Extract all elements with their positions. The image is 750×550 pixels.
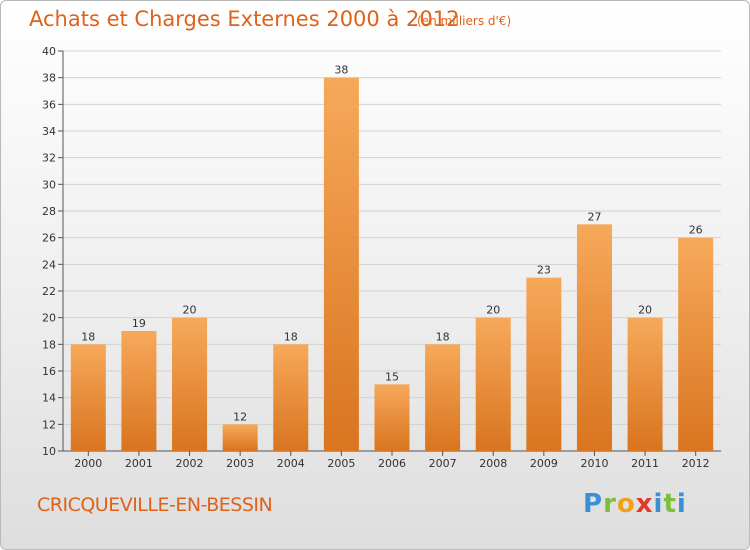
- data-label: 18: [81, 330, 95, 343]
- y-tick-label: 10: [42, 445, 56, 458]
- data-label: 12: [233, 410, 247, 423]
- chart-title: Achats et Charges Externes 2000 à 2012: [29, 7, 460, 31]
- data-label: 23: [537, 264, 551, 277]
- x-tick-label: 2011: [631, 457, 659, 470]
- y-tick-label: 12: [42, 418, 56, 431]
- x-tick-label: 2006: [378, 457, 406, 470]
- y-tick-label: 36: [42, 98, 56, 111]
- bar-2006: [374, 384, 410, 451]
- unit-note: (en milliers d'€): [417, 14, 512, 28]
- x-tick-label: 2007: [429, 457, 457, 470]
- data-label: 19: [132, 317, 146, 330]
- commune-name: CRICQUEVILLE-EN-BESSIN: [37, 494, 273, 516]
- bar-2003: [222, 424, 258, 451]
- x-tick-label: 2003: [226, 457, 254, 470]
- y-tick-label: 34: [42, 125, 56, 138]
- y-tick-label: 14: [42, 392, 56, 405]
- logo-letter: i: [653, 489, 664, 519]
- data-label: 20: [183, 304, 197, 317]
- bar-2004: [273, 344, 309, 451]
- y-tick-label: 28: [42, 205, 56, 218]
- logo-letter: P: [583, 489, 604, 519]
- x-tick-label: 2012: [682, 457, 710, 470]
- x-tick-label: 2001: [125, 457, 153, 470]
- x-tick-label: 2005: [327, 457, 355, 470]
- x-tick-label: 2009: [530, 457, 558, 470]
- proxiti-logo: Proxiti: [583, 489, 687, 519]
- labels: 10 12 14 16 18 20 22 24 26 28 30 32 34 36 38 40 2000 18 20…: [42, 45, 710, 470]
- data-label: 27: [587, 210, 601, 223]
- bar-2000: [70, 344, 106, 451]
- y-tick-label: 40: [42, 45, 56, 58]
- logo-letter: x: [635, 489, 654, 519]
- logo-letter: o: [616, 489, 636, 519]
- y-tick-label: 18: [42, 338, 56, 351]
- bar-2002: [172, 317, 208, 451]
- data-label: 20: [486, 304, 500, 317]
- logo-letter: r: [603, 489, 617, 519]
- y-tick-label: 32: [42, 152, 56, 165]
- y-tick-label: 24: [42, 258, 56, 271]
- data-label: 18: [436, 330, 450, 343]
- x-tick-label: 2008: [479, 457, 507, 470]
- data-label: 15: [385, 370, 399, 383]
- bar-2010: [576, 224, 612, 451]
- x-tick-label: 2004: [277, 457, 305, 470]
- bar-2008: [475, 317, 511, 451]
- data-label: 26: [689, 224, 703, 237]
- data-label: 18: [284, 330, 298, 343]
- bar-2001: [121, 331, 157, 451]
- logo-letter: t: [663, 489, 677, 519]
- logo-letter: i: [676, 489, 687, 519]
- data-label: 20: [638, 304, 652, 317]
- x-tick-label: 2010: [580, 457, 608, 470]
- y-tick-label: 20: [42, 312, 56, 325]
- bar-2005: [323, 77, 359, 452]
- y-tick-label: 38: [42, 72, 56, 85]
- x-tick-label: 2002: [176, 457, 204, 470]
- x-tick-label: 2000: [74, 457, 102, 470]
- bar-2011: [627, 317, 663, 451]
- y-tick-label: 22: [42, 285, 56, 298]
- y-tick-label: 26: [42, 232, 56, 245]
- y-tick-label: 30: [42, 178, 56, 191]
- bar-2007: [425, 344, 461, 451]
- bar-2009: [526, 277, 562, 451]
- bar-2012: [678, 237, 714, 451]
- data-label: 38: [334, 64, 348, 77]
- bars: [70, 77, 714, 452]
- y-tick-label: 16: [42, 365, 56, 378]
